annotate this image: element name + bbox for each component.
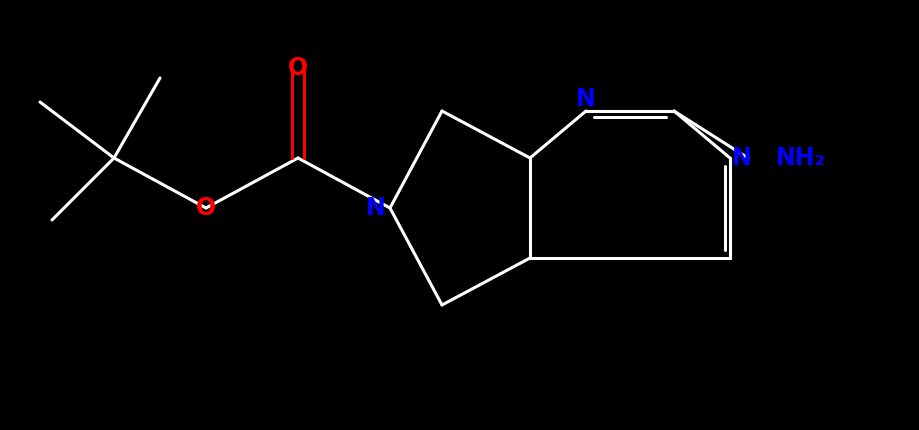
- Text: N: N: [366, 196, 385, 220]
- Text: O: O: [288, 56, 308, 80]
- Text: NH₂: NH₂: [775, 146, 825, 170]
- Text: O: O: [196, 196, 216, 220]
- Text: N: N: [732, 146, 751, 170]
- Text: N: N: [575, 87, 596, 111]
